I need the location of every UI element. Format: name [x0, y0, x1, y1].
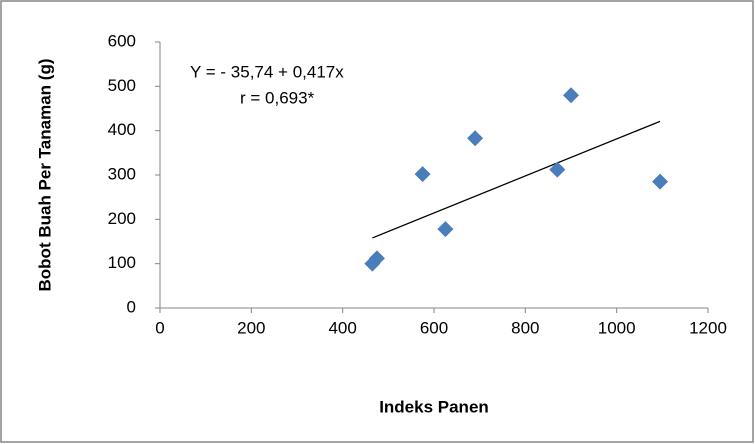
y-tick-label: 300 [108, 164, 136, 183]
x-tick-label: 800 [511, 318, 539, 337]
x-axis-title: Indeks Panen [379, 397, 489, 416]
x-tick-label: 600 [420, 318, 448, 337]
scatter-point [652, 173, 669, 190]
x-tick-label: 0 [155, 318, 164, 337]
y-tick-label: 200 [108, 209, 136, 228]
y-tick-label: 500 [108, 76, 136, 95]
x-tick-label: 400 [328, 318, 356, 337]
scatter-point [437, 221, 454, 238]
scatter-point [467, 130, 484, 147]
x-tick-label: 200 [237, 318, 265, 337]
annotation: r = 0,693* [240, 88, 315, 107]
trendline [372, 120, 661, 239]
scatter-point [368, 250, 385, 267]
scatter-point [414, 166, 431, 183]
scatter-point [364, 255, 381, 272]
scatter-point [563, 87, 579, 104]
x-tick-label: 1200 [689, 318, 727, 337]
y-tick-label: 0 [127, 297, 136, 316]
y-axis-title: Bobot Buah Per Tanaman (g) [35, 59, 54, 292]
scatter-point [549, 161, 566, 178]
y-tick-label: 100 [108, 253, 136, 272]
y-tick-label: 600 [108, 31, 136, 50]
x-tick-label: 1000 [598, 318, 636, 337]
annotation: Y = - 35,74 + 0,417x [190, 62, 344, 81]
y-tick-label: 400 [108, 120, 136, 139]
